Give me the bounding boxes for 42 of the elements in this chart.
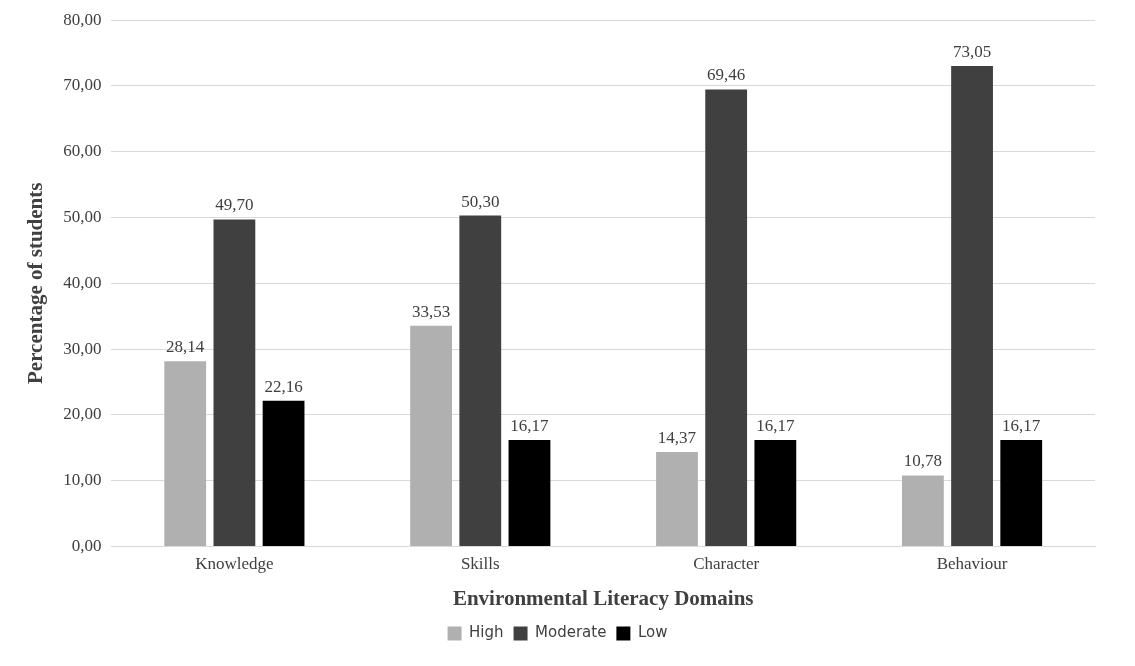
y-tick-label: 10,00 [63,470,102,490]
x-tick-label: Knowledge [195,554,274,574]
data-label: 16,17 [756,416,795,436]
data-label: 28,14 [166,337,205,357]
legend-label: High [469,623,504,642]
y-axis-title: Percentage of students [23,182,48,385]
bar [705,89,748,546]
data-label: 22,16 [264,376,303,396]
data-label: 50,30 [461,191,500,211]
bar [213,219,256,546]
bar [410,325,452,546]
bar [951,65,993,546]
y-tick-label: 30,00 [63,338,102,358]
bar [262,400,305,546]
data-label: 14,37 [657,427,697,447]
y-tick-label: 60,00 [63,141,102,161]
bar [1000,440,1043,546]
bar [901,475,944,546]
y-tick-label: 20,00 [63,404,102,424]
data-label: 10,78 [903,451,942,471]
x-axis-title: Environmental Literacy Domains [452,585,754,610]
y-tick-label: 50,00 [63,206,102,226]
y-tick-label: 70,00 [63,75,102,95]
bar [656,451,698,546]
legend-label: Moderate [535,623,607,642]
bar [508,440,551,546]
data-label: 73,05 [952,41,992,61]
bar [459,215,502,546]
bar [164,361,207,546]
data-label: 16,17 [1002,416,1041,436]
y-tick-label: 0,00 [71,535,102,555]
x-tick-label: Character [693,554,760,574]
x-tick-label: Behaviour [936,554,1008,574]
data-label: 33,53 [411,301,451,321]
data-label: 16,17 [510,416,550,436]
x-tick-label: Skills [460,554,500,574]
data-label: 69,46 [707,65,746,85]
y-tick-label: 40,00 [63,272,102,292]
y-tick-label: 80,00 [63,9,102,29]
legend-label: Low [637,623,668,642]
bar [754,440,797,546]
data-label: 49,70 [215,195,254,215]
